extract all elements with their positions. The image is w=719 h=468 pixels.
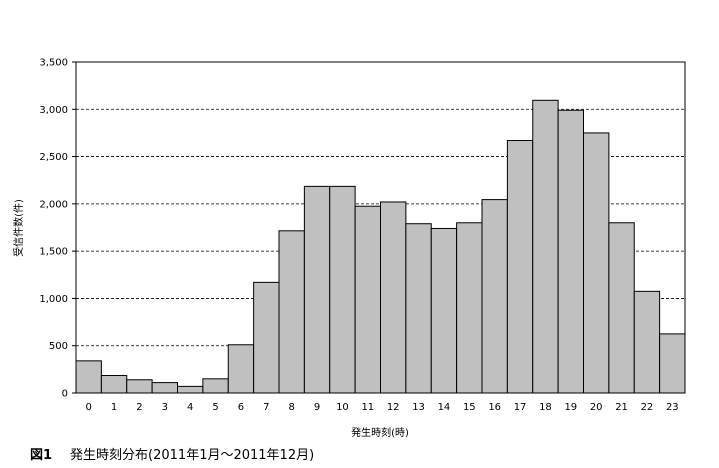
x-tick-label: 19 <box>564 402 577 413</box>
bar <box>557 109 584 394</box>
bar <box>75 360 102 394</box>
bar <box>278 230 305 394</box>
y-tick-label: 1,500 <box>39 247 68 258</box>
figure-caption-text: 発生時刻分布(2011年1月～2011年12月) <box>70 448 315 463</box>
x-tick-label: 6 <box>238 402 244 413</box>
bar <box>253 281 280 394</box>
bar <box>151 382 178 394</box>
bar <box>430 227 458 394</box>
figure-caption: 図1 発生時刻分布(2011年1月～2011年12月) <box>30 444 314 463</box>
x-tick-label: 15 <box>463 402 476 413</box>
bar <box>532 99 559 394</box>
bar <box>608 222 635 394</box>
x-tick-label: 17 <box>514 402 527 413</box>
bar <box>380 201 407 394</box>
x-tick-label: 3 <box>162 402 168 413</box>
bar <box>354 205 381 394</box>
x-tick-label: 9 <box>314 402 320 413</box>
bar <box>227 344 255 394</box>
bar <box>481 199 508 394</box>
bar <box>329 185 356 394</box>
bar <box>100 375 128 394</box>
y-axis-label: 受信件数(件) <box>12 199 25 257</box>
figure-label: 図1 <box>30 448 53 463</box>
x-tick-label: 11 <box>361 402 374 413</box>
x-tick-label: 13 <box>412 402 425 413</box>
x-tick-label: 18 <box>539 402 552 413</box>
x-tick-label: 16 <box>488 402 501 413</box>
bar <box>583 132 610 394</box>
bar <box>506 139 534 394</box>
bar <box>202 378 229 394</box>
x-tick-label: 22 <box>641 402 654 413</box>
y-tick-label: 3,500 <box>39 58 68 69</box>
x-tick-label: 7 <box>263 402 269 413</box>
bar <box>633 290 661 394</box>
x-tick-label: 21 <box>615 402 628 413</box>
bar <box>177 385 204 394</box>
y-tick-label: 2,000 <box>39 199 68 210</box>
bar <box>659 333 686 394</box>
y-tick-label: 500 <box>49 341 68 352</box>
bar <box>405 223 432 394</box>
y-tick-label: 3,000 <box>39 105 68 116</box>
bar <box>126 379 153 394</box>
x-tick-label: 5 <box>212 402 218 413</box>
x-tick-label: 2 <box>136 402 142 413</box>
x-tick-label: 0 <box>86 402 92 413</box>
x-tick-label: 14 <box>438 402 451 413</box>
x-tick-label: 23 <box>666 402 679 413</box>
bar <box>303 185 331 394</box>
y-tick-label: 2,500 <box>39 152 68 163</box>
bar-layer <box>75 99 686 394</box>
label-layer: 受信件数(件) 発生時刻(時) <box>12 199 409 439</box>
x-tick-label: 10 <box>336 402 349 413</box>
y-tick-label: 1,000 <box>39 294 68 305</box>
plot-frame <box>75 61 686 394</box>
x-tick-label: 1 <box>111 402 117 413</box>
x-tick-label: 4 <box>187 402 193 413</box>
x-axis-label: 発生時刻(時) <box>351 426 409 439</box>
bar <box>456 222 483 394</box>
y-tick-label: 0 <box>62 389 68 400</box>
x-tick-label: 8 <box>289 402 295 413</box>
x-tick-label: 12 <box>387 402 400 413</box>
x-tick-label: 20 <box>590 402 603 413</box>
